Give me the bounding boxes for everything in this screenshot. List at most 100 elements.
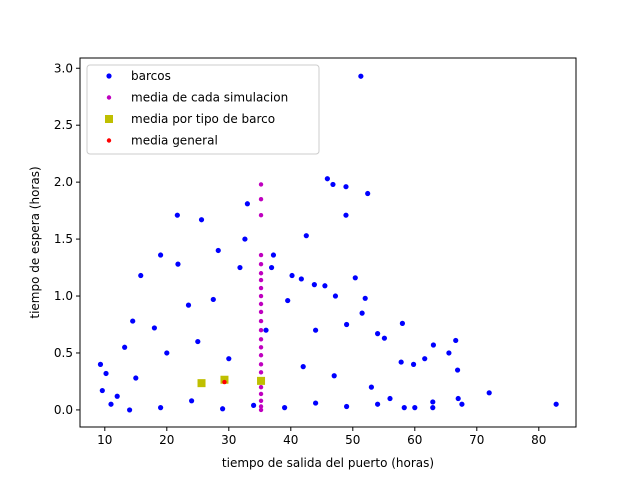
ship-point xyxy=(399,320,405,326)
series-media-de-cada-simulacion xyxy=(258,182,264,413)
overall-mean-point xyxy=(222,379,227,385)
ship-point xyxy=(412,405,418,411)
ship-point xyxy=(151,325,157,331)
simulation-mean-point xyxy=(258,391,264,397)
simulation-mean-point xyxy=(258,293,264,299)
ship-point xyxy=(553,401,559,407)
x-axis: 10 20 30 40 50 60 70 80 xyxy=(97,427,546,447)
x-tick-label: 50 xyxy=(345,433,360,447)
series-media-por-tipo-de-barco xyxy=(197,375,266,388)
simulation-mean-point xyxy=(258,309,264,315)
series-media-general xyxy=(222,379,227,385)
ship-point xyxy=(313,327,319,333)
ship-point xyxy=(174,212,180,218)
ship-point xyxy=(422,356,428,362)
ship-point xyxy=(454,367,461,373)
ship-point xyxy=(322,283,328,289)
ship-point xyxy=(486,390,492,396)
x-tick-label: 80 xyxy=(531,433,546,447)
ship-point xyxy=(332,293,339,299)
ship-point xyxy=(313,400,319,406)
ship-point xyxy=(244,201,250,207)
ship-point xyxy=(226,356,232,362)
ship-point xyxy=(311,282,317,288)
simulation-mean-point xyxy=(258,337,264,342)
ship-point xyxy=(430,399,436,405)
x-tick-label: 30 xyxy=(221,433,236,447)
ship-point xyxy=(330,181,336,188)
y-tick-label: 1.5 xyxy=(54,232,73,246)
ship-point xyxy=(343,212,349,218)
simulation-mean-point xyxy=(258,271,264,276)
legend-marker xyxy=(105,115,113,123)
y-tick-label: 2.5 xyxy=(54,118,73,132)
ship-point xyxy=(114,393,120,399)
ship-point xyxy=(401,405,407,411)
simulation-mean-point xyxy=(258,261,264,267)
ship-point xyxy=(270,252,277,258)
simulation-mean-point xyxy=(258,318,264,324)
ship-point xyxy=(344,403,350,410)
y-tick-label: 0.5 xyxy=(54,346,73,360)
ship-point xyxy=(127,407,133,413)
ship-point xyxy=(352,275,358,281)
ship-point xyxy=(263,327,269,333)
ship-point xyxy=(185,302,192,308)
y-tick-label: 2.0 xyxy=(54,175,73,189)
ship-point xyxy=(251,402,257,408)
ship-point xyxy=(344,321,350,328)
y-tick-label: 1.0 xyxy=(54,289,73,303)
ship-point xyxy=(158,405,164,411)
legend-label: barcos xyxy=(131,69,171,83)
ship-point xyxy=(324,176,330,182)
ship-point xyxy=(189,398,195,404)
y-tick-label: 3.0 xyxy=(54,61,73,75)
y-axis: 0.0 0.5 1.0 1.5 2.0 2.5 3.0 xyxy=(54,61,80,417)
y-tick-label: 0.0 xyxy=(54,403,73,417)
simulation-mean-point xyxy=(258,398,264,404)
simulation-mean-point xyxy=(258,212,264,218)
ship-point xyxy=(175,261,181,267)
ship-point xyxy=(215,247,221,254)
ship-point xyxy=(138,272,144,279)
legend-label: media de cada simulacion xyxy=(131,91,288,105)
simulation-mean-point xyxy=(258,197,264,202)
ship-point xyxy=(459,401,465,407)
ship-point xyxy=(398,359,404,365)
ship-point xyxy=(158,252,164,258)
legend: barcos media de cada simulacion media por … xyxy=(86,64,320,155)
ship-point xyxy=(220,406,226,412)
x-tick-label: 20 xyxy=(159,433,174,447)
ship-point xyxy=(430,342,436,348)
ship-point xyxy=(362,295,368,301)
ship-point xyxy=(365,190,371,197)
ship-point xyxy=(368,384,374,390)
ship-point xyxy=(289,272,295,279)
ship-point xyxy=(303,233,309,239)
ship-point xyxy=(268,264,275,271)
x-tick-label: 70 xyxy=(469,433,484,447)
simulation-mean-point xyxy=(258,404,264,409)
simulation-mean-point xyxy=(258,285,264,291)
ship-point xyxy=(387,395,393,402)
legend-marker xyxy=(106,73,112,79)
ship-point xyxy=(133,375,139,381)
x-axis-title: tiempo de salida del puerto (horas) xyxy=(222,456,434,470)
simulation-mean-point xyxy=(258,301,264,307)
type-mean-point xyxy=(197,379,206,388)
ship-point xyxy=(331,373,337,379)
ship-point xyxy=(195,338,201,345)
simulation-mean-point xyxy=(258,327,264,333)
ship-point xyxy=(103,370,109,377)
simulation-mean-point xyxy=(258,370,264,375)
ship-point xyxy=(97,361,104,367)
ship-point xyxy=(300,364,306,370)
ship-point xyxy=(198,217,205,223)
ship-point xyxy=(130,318,136,324)
x-tick-label: 10 xyxy=(97,433,112,447)
simulation-mean-point xyxy=(258,384,264,390)
ship-point xyxy=(381,335,388,341)
ship-point xyxy=(375,331,381,337)
legend-label: media general xyxy=(131,134,218,148)
